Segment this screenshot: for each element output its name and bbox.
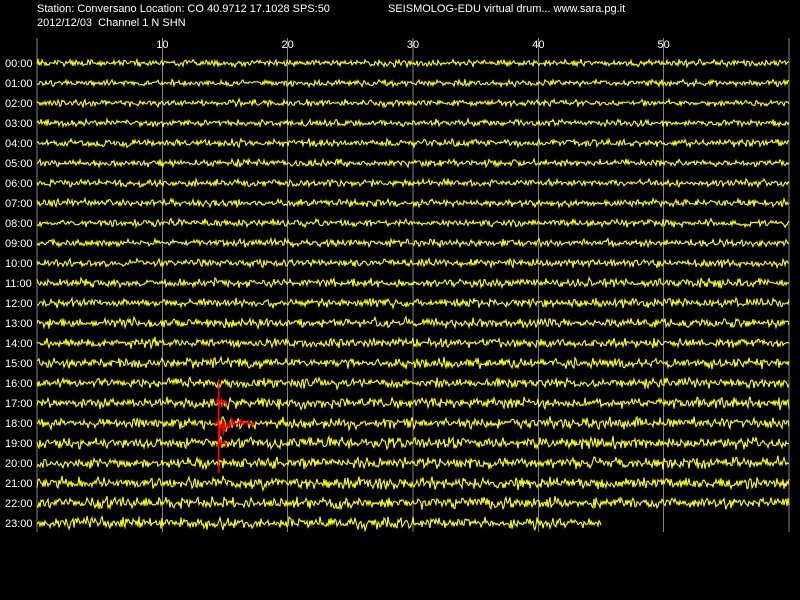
- row-label-1400: 14:00: [5, 338, 33, 350]
- trace-row-2100: [36, 475, 790, 492]
- row-label-0000: 00:00: [5, 58, 33, 70]
- row-label-1600: 16:00: [5, 378, 33, 390]
- trace-row-1800: [36, 415, 790, 432]
- trace-row-1000: [36, 256, 790, 270]
- row-label-1000: 10:00: [5, 258, 33, 270]
- x-tick-label-40: 40: [532, 39, 544, 51]
- x-tick-label-10: 10: [156, 39, 168, 51]
- event-waveform-row-above: [216, 397, 227, 408]
- trace-row-0100: [36, 77, 790, 89]
- trace-row-1400: [36, 336, 790, 351]
- trace-row-2300: [36, 514, 602, 533]
- row-label-1900: 19:00: [5, 438, 33, 450]
- row-label-0500: 05:00: [5, 158, 33, 170]
- row-label-0900: 09:00: [5, 238, 33, 250]
- trace-row-0400: [36, 137, 790, 149]
- trace-row-1100: [36, 276, 790, 290]
- row-label-0300: 03:00: [5, 118, 33, 130]
- event-waveform-row-below: [216, 439, 227, 449]
- trace-row-0900: [36, 236, 790, 249]
- x-tick-label-30: 30: [407, 39, 419, 51]
- row-label-1500: 15:00: [5, 358, 33, 370]
- trace-row-0000: [36, 57, 790, 69]
- brand-text: SEISMOLOG-EDU virtual drum... www.sara.p…: [388, 3, 626, 15]
- trace-row-2200: [36, 495, 790, 511]
- trace-row-1700: [36, 395, 790, 412]
- station-info: Station: Conversano Location: CO 40.9712…: [37, 3, 330, 15]
- trace-row-0500: [36, 157, 790, 169]
- row-label-0200: 02:00: [5, 98, 33, 110]
- row-label-0100: 01:00: [5, 78, 33, 90]
- trace-row-0800: [36, 217, 790, 229]
- trace-row-0700: [36, 196, 790, 210]
- trace-row-1500: [37, 355, 790, 370]
- row-label-2200: 22:00: [5, 498, 33, 510]
- x-tick-label-20: 20: [282, 39, 294, 51]
- trace-row-1300: [36, 315, 790, 331]
- trace-row-0600: [36, 177, 790, 190]
- x-tick-label-50: 50: [658, 39, 670, 51]
- row-label-2300: 23:00: [5, 518, 33, 530]
- date-channel-info: 2012/12/03 Channel 1 N SHN: [37, 17, 186, 29]
- row-label-2000: 20:00: [5, 458, 33, 470]
- row-label-1300: 13:00: [5, 318, 33, 330]
- trace-row-1600: [36, 375, 790, 391]
- event-waveform: [214, 414, 255, 439]
- row-label-0800: 08:00: [5, 218, 33, 230]
- trace-row-0300: [36, 116, 790, 129]
- trace-row-2000: [36, 455, 790, 471]
- row-label-0400: 04:00: [5, 138, 33, 150]
- trace-row-0200: [36, 96, 790, 109]
- row-label-2100: 21:00: [5, 478, 33, 490]
- row-label-0700: 07:00: [5, 198, 33, 210]
- row-label-1200: 12:00: [5, 298, 33, 310]
- row-label-1800: 18:00: [5, 418, 33, 430]
- row-label-0600: 06:00: [5, 178, 33, 190]
- trace-row-1900: [36, 434, 790, 451]
- row-label-1700: 17:00: [5, 398, 33, 410]
- row-label-1100: 11:00: [5, 278, 32, 290]
- trace-row-1200: [36, 296, 790, 311]
